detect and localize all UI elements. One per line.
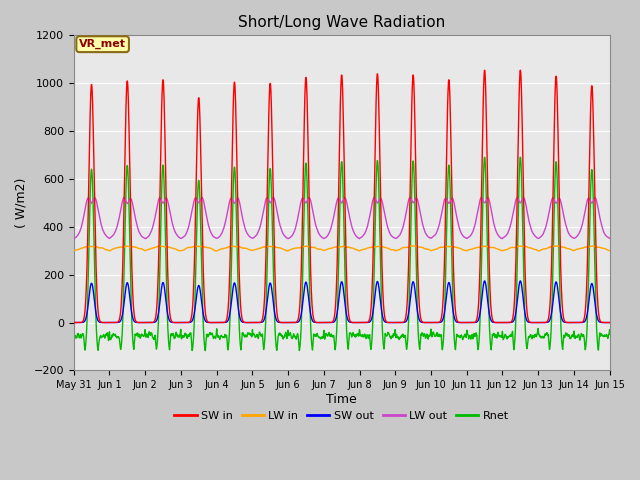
Y-axis label: ( W/m2): ( W/m2) [15,178,28,228]
Legend: SW in, LW in, SW out, LW out, Rnet: SW in, LW in, SW out, LW out, Rnet [170,406,513,425]
X-axis label: Time: Time [326,393,357,406]
Text: VR_met: VR_met [79,39,126,49]
Title: Short/Long Wave Radiation: Short/Long Wave Radiation [238,15,445,30]
